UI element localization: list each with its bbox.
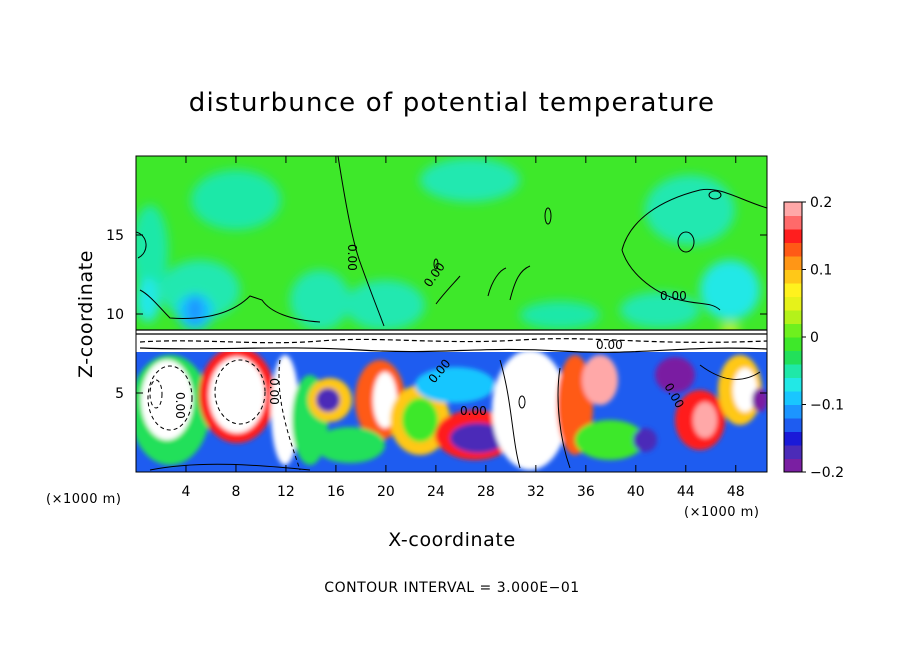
cyan-anomaly [620, 292, 700, 328]
colorbar-label: 0.2 [810, 195, 832, 211]
anomaly-blob [209, 357, 265, 433]
colorbar-swatch [784, 377, 802, 392]
colorbar-swatch [784, 310, 802, 324]
colorbar: 0.2 0.1 0 −0.1 −0.2 [783, 195, 844, 481]
contour-label: 0.00 [460, 404, 487, 418]
anomaly-blob [752, 388, 767, 412]
colorbar-swatch [784, 364, 802, 378]
anomaly-blob [271, 355, 299, 465]
anomaly-blob [415, 367, 495, 403]
y-tick-label: 10 [106, 307, 124, 323]
x-tick-label: 12 [277, 484, 295, 500]
anomaly-blob [315, 427, 385, 463]
colorbar-swatch [784, 337, 802, 351]
colorbar-swatch [784, 445, 802, 459]
x-tick-label: 28 [477, 484, 495, 500]
colorbar-swatch [784, 418, 802, 432]
anomaly-blob [582, 355, 618, 405]
chart-title: disturbunce of potential temperature [189, 88, 716, 118]
anomaly-blob [141, 360, 193, 440]
anomaly-blob [575, 420, 645, 460]
cyan-anomaly [520, 301, 600, 329]
anomaly-blob [633, 428, 657, 452]
colorbar-label: −0.1 [810, 398, 844, 414]
x-axis-label: X-coordinate [388, 529, 515, 551]
cyan-anomaly [345, 280, 425, 330]
y-axis: 5 10 15 [106, 228, 767, 402]
y-tick-label: 15 [106, 228, 124, 244]
colorbar-swatch [784, 391, 802, 405]
colorbar-swatch [784, 229, 802, 243]
contour-interval-note: CONTOUR INTERVAL = 3.000E−01 [324, 580, 579, 596]
x-tick-label: 48 [727, 484, 745, 500]
cyan-anomaly [700, 260, 760, 320]
x-tick-label: 16 [327, 484, 345, 500]
cyan-anomaly [136, 205, 168, 295]
colorbar-swatch [784, 350, 802, 365]
cyan-anomaly [290, 270, 350, 330]
colorbar-swatch [784, 404, 802, 419]
colorbar-swatch [784, 242, 802, 257]
cyan-anomaly [420, 158, 520, 202]
cyan-anomaly [645, 175, 735, 245]
x-axis: 4 8 12 16 20 24 28 32 36 40 44 48 [182, 156, 745, 500]
contour-label: 0.00 [345, 244, 359, 271]
x-tick-label: 44 [677, 484, 695, 500]
y-axis-label: Z-coordinate [75, 250, 97, 378]
x-unit-right: (×1000 m) [684, 505, 759, 520]
colorbar-swatch [784, 296, 802, 311]
inversion-band [136, 330, 767, 352]
contour-label: 0.00 [596, 338, 623, 352]
anomaly-blob [655, 357, 695, 393]
x-tick-label: 32 [527, 484, 545, 500]
cyan-anomaly [136, 278, 160, 322]
colorbar-swatch [784, 256, 802, 270]
cyan-anomaly [191, 170, 281, 230]
y-tick-label: 5 [115, 386, 124, 402]
plot-area: 0.00 0.00 0.00 0.00 0.00 0.00 0.00 0.00 … [136, 156, 767, 472]
contour-label: 0.00 [660, 289, 687, 303]
anomaly-blob [693, 402, 717, 438]
colorbar-swatch [784, 431, 802, 446]
colorbar-swatch [784, 202, 802, 216]
x-unit-left: (×1000 m) [46, 492, 121, 507]
colorbar-swatch [784, 458, 802, 473]
colorbar-swatch [784, 283, 802, 297]
cyan-anomaly [187, 296, 203, 324]
anomaly-blob [492, 350, 568, 470]
contour-label: 0.00 [267, 378, 281, 405]
x-tick-label: 24 [427, 484, 445, 500]
colorbar-swatch [784, 269, 802, 284]
colorbar-label: −0.2 [810, 465, 844, 481]
colorbar-label: 0.1 [810, 263, 832, 279]
x-tick-label: 4 [182, 484, 191, 500]
colorbar-swatch [784, 323, 802, 338]
x-tick-label: 40 [627, 484, 645, 500]
colorbar-swatch [784, 215, 802, 230]
anomaly-blob [316, 388, 340, 412]
x-tick-label: 36 [577, 484, 595, 500]
anomaly-blob [450, 423, 506, 453]
anomaly-blob [402, 398, 438, 442]
contour-label: 0.00 [173, 392, 187, 419]
contour-lines [136, 156, 767, 471]
x-tick-label: 8 [231, 484, 240, 500]
colorbar-label: 0 [810, 330, 819, 346]
x-tick-label: 20 [377, 484, 395, 500]
